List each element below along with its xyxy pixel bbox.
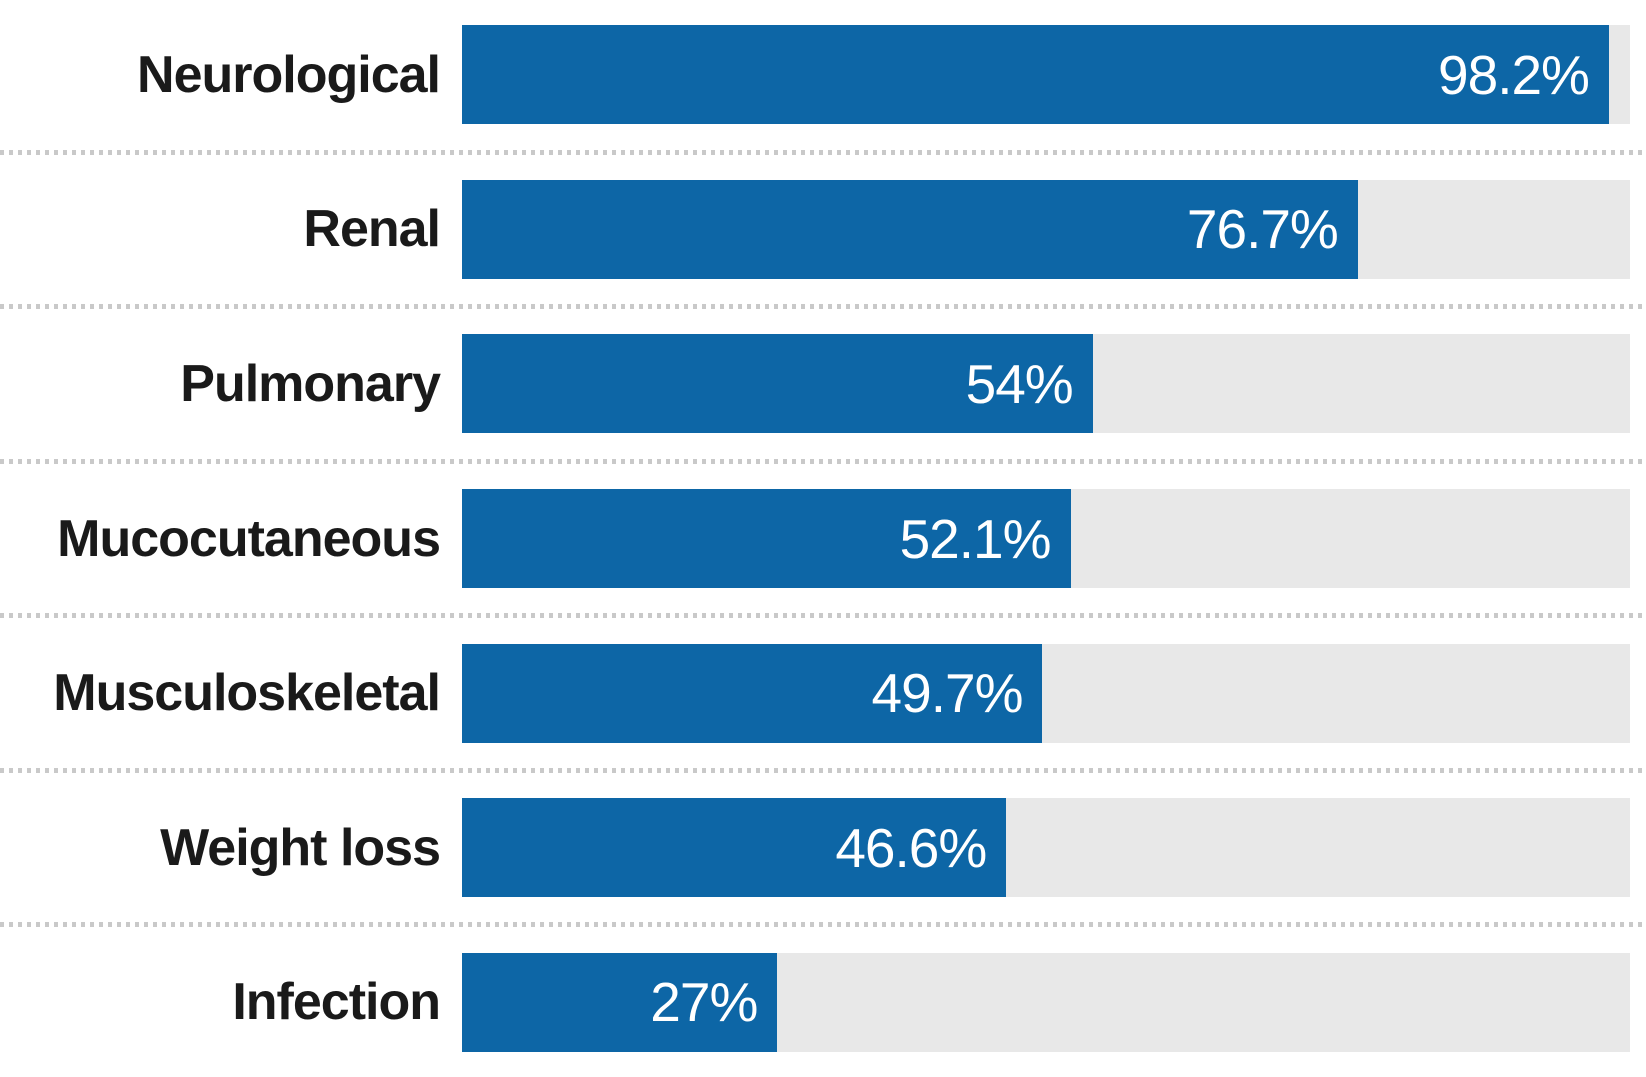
bar: 46.6% bbox=[462, 798, 1007, 898]
bar: 27% bbox=[462, 952, 778, 1052]
bar-value-label: 49.7% bbox=[871, 662, 1024, 725]
category-label: Musculoskeletal bbox=[53, 664, 441, 723]
bar-track: 49.7% bbox=[462, 643, 1630, 743]
dotted-row-separator bbox=[0, 922, 1646, 928]
bar-value-label: 54% bbox=[965, 352, 1074, 415]
bar-row: Pulmonary 54% bbox=[0, 309, 1646, 459]
bar: 49.7% bbox=[462, 643, 1043, 743]
bar-value-label: 46.6% bbox=[835, 816, 987, 879]
dotted-row-separator bbox=[0, 458, 1646, 464]
bar-row: Neurological 98.2% bbox=[0, 0, 1646, 150]
bar-row: Musculoskeletal 49.7% bbox=[0, 618, 1646, 768]
category-label: Pulmonary bbox=[180, 354, 441, 413]
bar-value-label: 98.2% bbox=[1438, 43, 1590, 106]
dotted-row-separator bbox=[0, 767, 1646, 773]
bar-track: 27% bbox=[462, 952, 1630, 1052]
category-label: Neurological bbox=[137, 45, 441, 104]
bar-value-label: 76.7% bbox=[1186, 198, 1339, 261]
bar-track: 52.1% bbox=[462, 489, 1630, 589]
bar-track: 76.7% bbox=[462, 179, 1630, 279]
bar: 98.2% bbox=[462, 25, 1609, 125]
category-label: Renal bbox=[303, 200, 441, 259]
bar-row: Mucocutaneous 52.1% bbox=[0, 464, 1646, 614]
bar: 76.7% bbox=[462, 179, 1358, 279]
bar-row: Weight loss 46.6% bbox=[0, 773, 1646, 923]
bar-row: Renal 76.7% bbox=[0, 155, 1646, 305]
bar-track: 98.2% bbox=[462, 25, 1630, 125]
category-label: Infection bbox=[232, 973, 441, 1032]
bar-track: 54% bbox=[462, 334, 1630, 434]
bar: 54% bbox=[462, 334, 1093, 434]
bar-value-label: 27% bbox=[650, 971, 758, 1034]
bar-value-label: 52.1% bbox=[899, 507, 1052, 570]
category-label: Mucocutaneous bbox=[57, 509, 441, 568]
bar-track: 46.6% bbox=[462, 798, 1630, 898]
category-label: Weight loss bbox=[160, 818, 441, 877]
dotted-row-separator bbox=[0, 304, 1646, 310]
dotted-row-separator bbox=[0, 149, 1646, 155]
bar-row: Infection 27% bbox=[0, 927, 1646, 1077]
dotted-row-separator bbox=[0, 613, 1646, 619]
bar: 52.1% bbox=[462, 489, 1071, 589]
